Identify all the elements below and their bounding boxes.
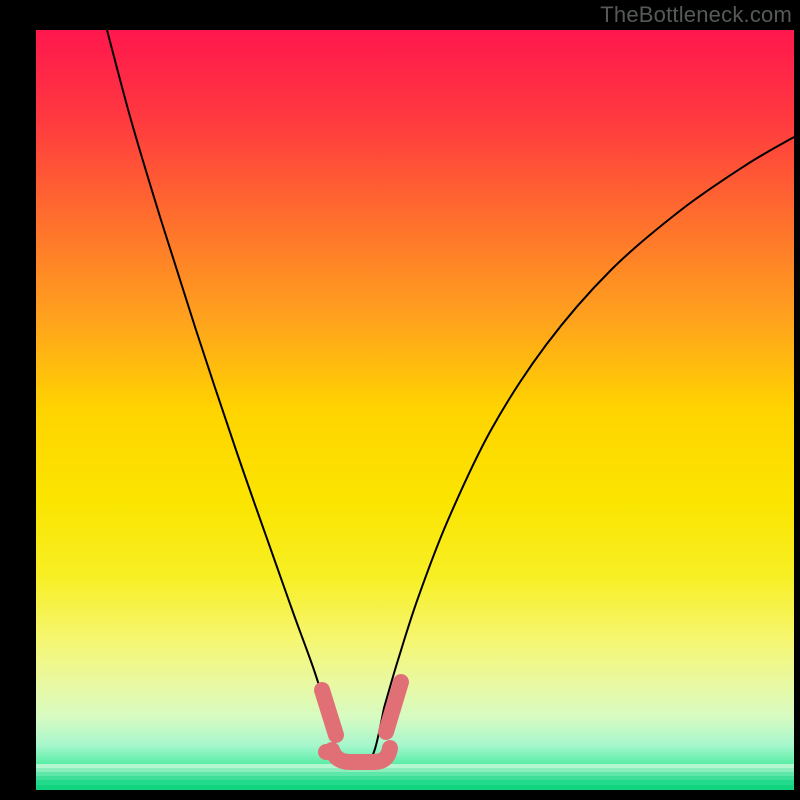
gradient-background [36, 30, 794, 790]
watermark-text: TheBottleneck.com [600, 2, 792, 28]
plot-area [36, 30, 794, 790]
bottom-green-strip [36, 764, 794, 790]
chart-svg [36, 30, 794, 790]
